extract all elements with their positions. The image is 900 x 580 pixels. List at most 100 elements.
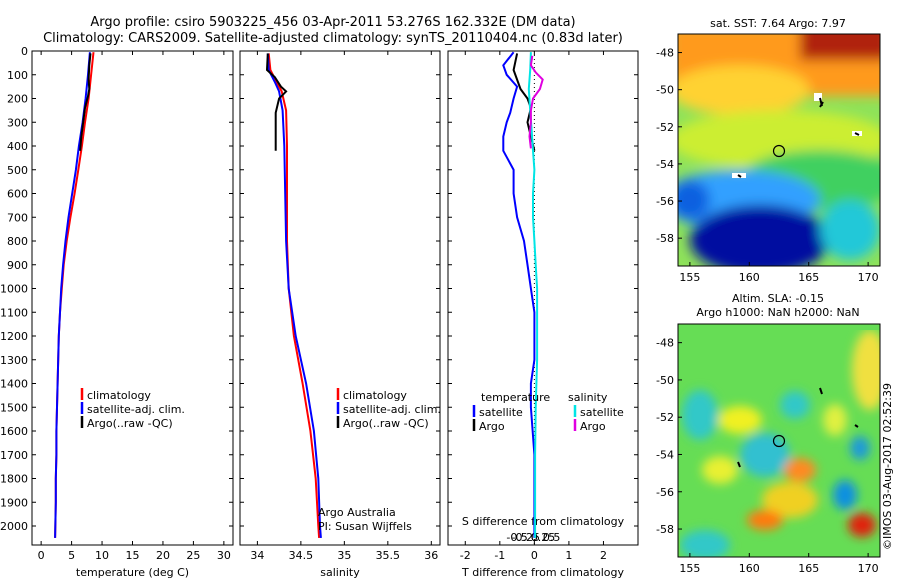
legend-label: Argo(..raw -QC)	[343, 417, 429, 430]
temperature-panel: 0100200300400500600700800900100011001200…	[0, 45, 234, 579]
sst-hot-corner	[800, 34, 880, 60]
figure-title: Argo profile: csiro 5903225_456 03-Apr-2…	[90, 15, 575, 30]
map-y-tick-label: -54	[656, 448, 674, 461]
x-tick-label: 5	[68, 549, 75, 562]
x-tick-label: 15	[126, 549, 140, 562]
axes-frame	[239, 50, 441, 546]
sla-map	[678, 324, 880, 557]
y-tick-label: 0	[21, 45, 28, 58]
map-y-tick-label: -52	[656, 121, 674, 134]
map-y-tick-label: -56	[656, 195, 674, 208]
y-tick-label: 2000	[0, 520, 28, 533]
x-tick-label: 1	[565, 549, 572, 562]
axes-frame	[447, 50, 639, 546]
x-tick-label: 10	[95, 549, 109, 562]
y-tick-label: 1300	[0, 354, 28, 367]
secondary-tick-label: -0.25	[511, 531, 539, 544]
salinity-panel: 34 34.5 35 35.5 36 salinity climatologysatelli…	[239, 50, 441, 579]
map-y-tick-label: -50	[656, 84, 674, 97]
axes-frame	[31, 50, 234, 546]
series-line-satellite-adj-clim-	[266, 53, 322, 538]
imos-timestamp: ©IMOS 03-Aug-2017 02:52:39	[881, 383, 894, 550]
y-tick-label: 700	[7, 211, 28, 224]
sla-cyan-4	[780, 391, 810, 419]
y-tick-label: 1600	[0, 425, 28, 438]
y-tick-label: 800	[7, 235, 28, 248]
y-tick-label: 300	[7, 116, 28, 129]
legend-label: climatology	[87, 389, 151, 402]
map-y-tick-label: -58	[656, 232, 674, 245]
annotation-label: Argo Australia	[318, 506, 396, 519]
x-tick-label: 2	[600, 549, 607, 562]
sst-map-axes: 155 160 165 170 -48 -50 -52 -54 -56 -58	[656, 47, 879, 284]
map-x-tick-label: 165	[798, 271, 819, 284]
sst-cold-pool	[690, 205, 830, 266]
sla-yellow-3	[852, 330, 880, 410]
series-line-temperature-satellite	[502, 51, 536, 538]
series-line-argo-raw-qc-	[265, 53, 288, 151]
sst-cold-west	[678, 180, 710, 220]
y-tick-label: 1500	[0, 401, 28, 414]
map-y-tick-label: -56	[656, 486, 674, 499]
map-y-tick-label: -54	[656, 158, 674, 171]
x-tick-label: 36	[424, 549, 438, 562]
x-tick-label: 34.5	[289, 549, 314, 562]
y-tick-label: 1000	[0, 283, 28, 296]
y-tick-label: 1400	[0, 378, 28, 391]
legend-heading: temperature	[481, 391, 550, 404]
map-x-tick-label: 170	[858, 271, 879, 284]
sst-warm-patch	[678, 65, 810, 115]
x-tick-label: -2	[460, 549, 471, 562]
sla-map-title: Altim. SLA: -0.15	[732, 292, 824, 305]
sla-blue-1	[833, 480, 857, 510]
map-x-tick-label: 165	[798, 562, 819, 575]
secondary-tick-label: 0.25	[531, 531, 556, 544]
x-tick-label: 0	[531, 549, 538, 562]
x-tick-label: 34	[250, 549, 264, 562]
secondary-tick-label: 0.5	[543, 531, 561, 544]
legend-heading: salinity	[568, 391, 608, 404]
map-x-tick-label: 160	[739, 562, 760, 575]
y-tick-label: 200	[7, 93, 28, 106]
y-tick-label: 500	[7, 164, 28, 177]
sla-orange-1	[784, 458, 816, 482]
y-tick-label: 1200	[0, 330, 28, 343]
x-tick-label: 35.5	[376, 549, 401, 562]
difference-panel: -2 -1 0 1 2 T difference from climatology -0.5…	[447, 50, 639, 579]
map-y-tick-label: -48	[656, 47, 674, 60]
legend-label: climatology	[343, 389, 407, 402]
x-tick-label: 30	[217, 549, 231, 562]
sla-red-1	[848, 513, 876, 537]
y-tick-label: 1100	[0, 306, 28, 319]
legend-label: Argo	[580, 420, 606, 433]
secondary-axis-label: S difference from climatology	[462, 515, 625, 528]
sla-cyan-3	[680, 530, 730, 557]
sla-cyan-1	[682, 390, 718, 440]
sla-map-axes: 155 160 165 170 -48 -50 -52 -54 -56 -58	[656, 337, 879, 575]
map-x-tick-label: 155	[679, 271, 700, 284]
argo-location-marker-sla	[772, 434, 786, 448]
y-tick-label: 1800	[0, 473, 28, 486]
y-tick-label: 900	[7, 259, 28, 272]
sst-map-title: sat. SST: 7.64 Argo: 7.97	[710, 17, 846, 30]
legend-label: satellite	[580, 406, 624, 419]
sla-yellow-1	[718, 406, 762, 434]
sla-cyan-2	[740, 433, 790, 477]
x-tick-label: 0	[38, 549, 45, 562]
map-y-tick-label: -50	[656, 374, 674, 387]
sla-map-subtitle: Argo h1000: NaN h2000: NaN	[696, 306, 859, 319]
map-y-tick-label: -48	[656, 337, 674, 350]
map-y-tick-label: -58	[656, 523, 674, 536]
sst-cyan-patch	[820, 200, 880, 260]
sst-map	[678, 34, 880, 266]
sla-orange-2	[747, 510, 783, 530]
map-x-tick-label: 170	[858, 562, 879, 575]
map-y-tick-label: -52	[656, 411, 674, 424]
y-tick-label: 600	[7, 188, 28, 201]
legend-label: Argo(..raw -QC)	[87, 417, 173, 430]
x-tick-label: 35	[337, 549, 351, 562]
series-line-salinity-argo	[528, 55, 544, 149]
x-tick-label: 25	[186, 549, 200, 562]
x-axis-label: temperature (deg C)	[76, 566, 189, 579]
